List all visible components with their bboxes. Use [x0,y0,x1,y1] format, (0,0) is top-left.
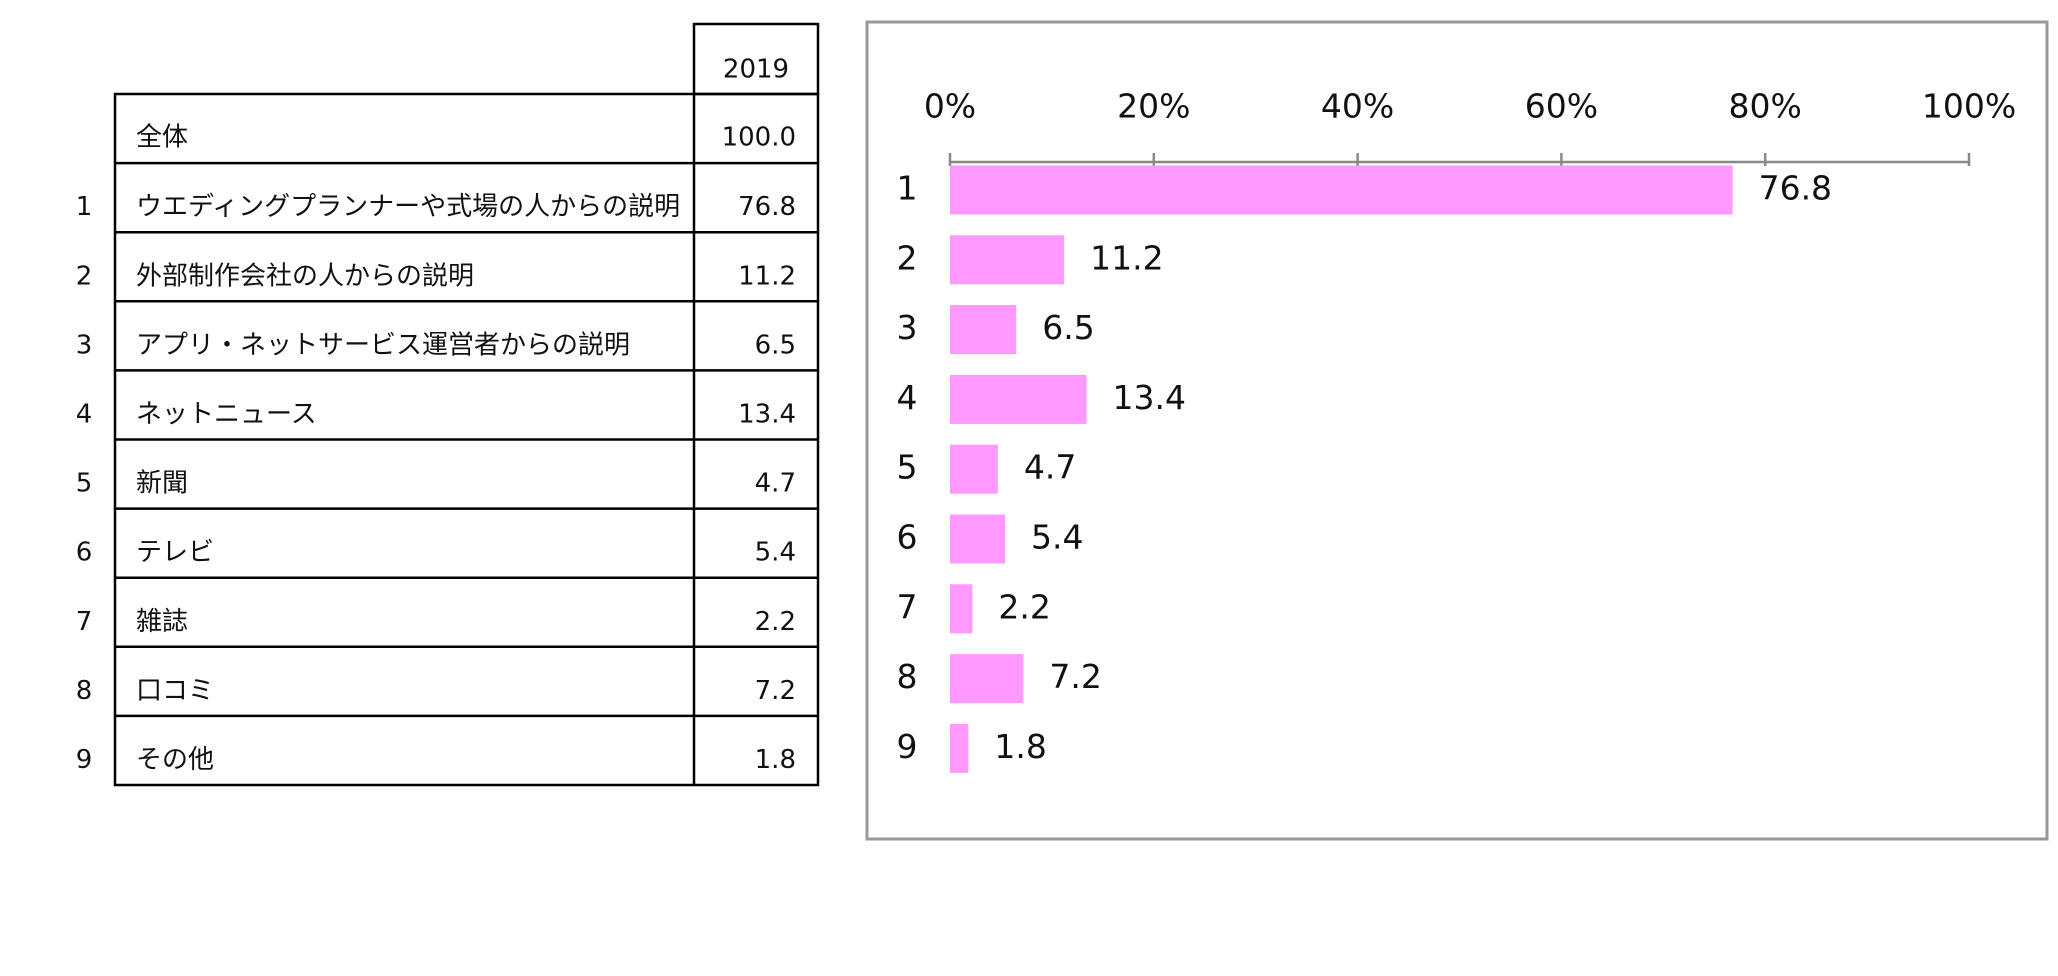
row-number: 2 [76,261,93,291]
row-label: テレビ [136,538,214,568]
row-number: 1 [76,192,93,222]
row-value: 11.2 [738,261,796,291]
category-label: 8 [897,657,918,696]
x-tick-label: 60% [1525,87,1598,126]
value-label: 13.4 [1113,378,1186,417]
category-label: 2 [897,238,918,277]
bar [950,374,1087,424]
value-label: 11.2 [1090,238,1163,277]
row-label: アプリ・ネットサービス運営者からの説明 [136,330,630,360]
category-label: 5 [897,448,918,487]
value-label: 76.8 [1759,169,1832,208]
bar [950,584,973,634]
value-label: 4.7 [1024,448,1076,487]
row-value: 2.2 [755,607,796,637]
category-label: 7 [897,587,918,626]
category-label: 3 [897,308,918,347]
row-number: 5 [76,469,93,499]
row-label: ネットニュース [136,399,317,429]
category-label: 4 [897,378,918,417]
total-value: 100.0 [722,123,796,153]
table-header: 2019 [723,55,789,85]
category-label: 9 [897,727,918,766]
value-label: 6.5 [1042,308,1094,347]
x-tick-label: 80% [1729,87,1802,126]
row-number: 8 [76,676,93,706]
value-label: 2.2 [998,587,1050,626]
row-value: 5.4 [755,538,796,568]
value-label: 7.2 [1049,657,1101,696]
row-value: 13.4 [738,399,796,429]
row-number: 4 [76,399,93,429]
bar [950,165,1733,215]
bar [950,444,998,494]
row-value: 4.7 [755,469,796,499]
chart-frame [865,20,2049,841]
bar [950,305,1017,355]
row-label: 口コミ [136,676,214,706]
value-label: 1.8 [994,727,1046,766]
row-label: 新聞 [136,469,188,499]
row-number: 6 [76,538,93,568]
x-tick-label: 0% [924,87,976,126]
bar [950,723,969,773]
bar [950,235,1065,285]
row-value: 7.2 [755,676,796,706]
row-label: その他 [136,745,214,775]
row-number: 3 [76,330,93,360]
row-value: 1.8 [755,745,796,775]
bar [950,514,1006,564]
total-label: 全体 [136,123,188,153]
row-number: 7 [76,607,93,637]
bar [950,654,1024,704]
row-label: ウエディングプランナーや式場の人からの説明 [136,192,680,222]
row-label: 雑誌 [136,607,188,637]
x-tick-label: 20% [1117,87,1190,126]
category-label: 1 [897,169,918,208]
x-tick-label: 100% [1922,87,2016,126]
row-value: 76.8 [738,192,796,222]
row-value: 6.5 [755,330,796,360]
category-label: 6 [897,518,918,557]
row-number: 9 [76,745,93,775]
value-label: 5.4 [1031,518,1083,557]
row-label: 外部制作会社の人からの説明 [136,261,474,291]
x-tick-label: 40% [1321,87,1394,126]
